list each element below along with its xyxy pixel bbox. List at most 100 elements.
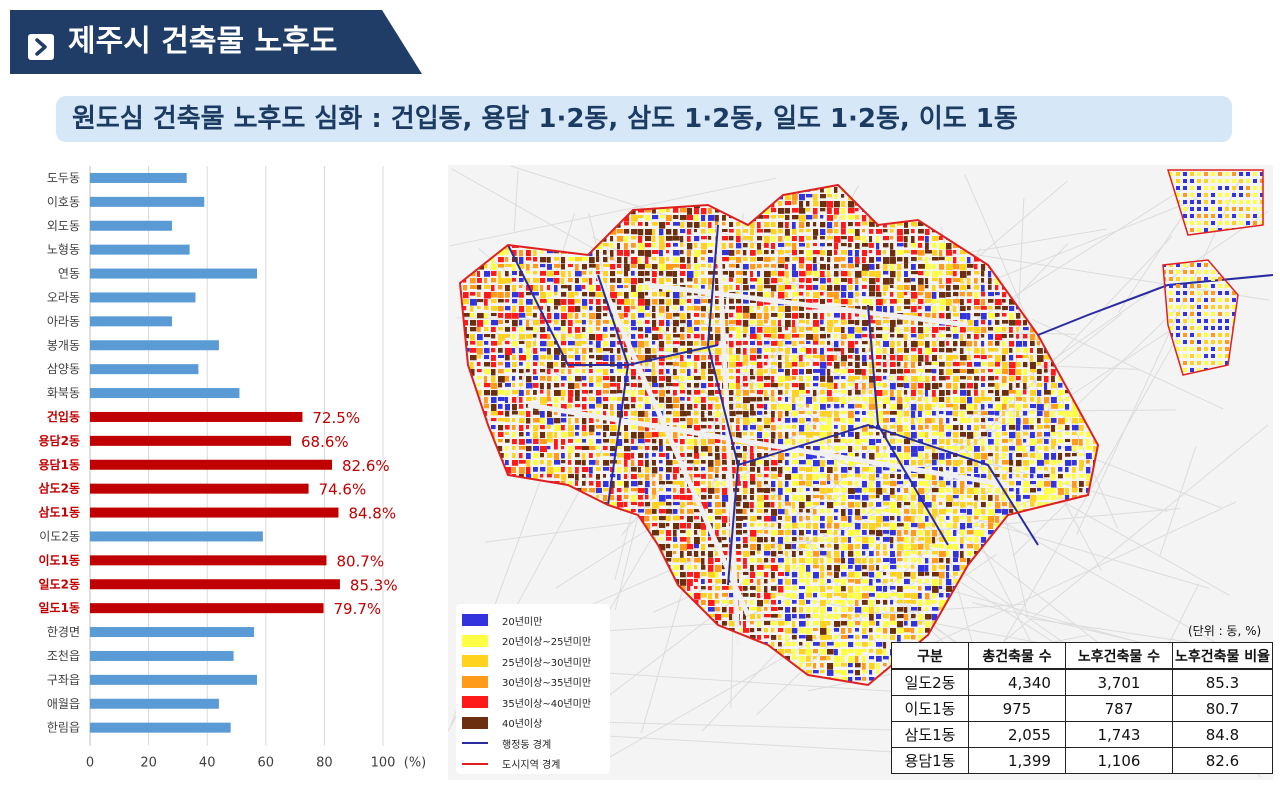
building-block [974, 509, 981, 516]
building-block [960, 194, 966, 199]
building-block [673, 509, 678, 514]
building-block [757, 376, 764, 382]
building-block [568, 320, 573, 327]
building-block [652, 299, 658, 305]
building-block [799, 264, 804, 269]
building-block [1079, 236, 1085, 240]
building-block [813, 376, 819, 381]
building-block [526, 201, 530, 208]
building-block [869, 397, 876, 404]
building-block [568, 334, 573, 338]
building-block [715, 201, 722, 206]
building-block [785, 523, 791, 529]
building-block [1093, 187, 1097, 194]
building-block [722, 516, 728, 523]
building-block [827, 411, 832, 418]
street-line [1014, 330, 1170, 433]
building-block [1030, 467, 1036, 474]
building-block [582, 383, 587, 387]
building-block [757, 474, 762, 478]
building-block [820, 222, 826, 228]
building-block [1044, 495, 1050, 500]
building-block [687, 313, 691, 319]
building-block [813, 432, 820, 436]
building-block [960, 530, 965, 536]
building-block [995, 222, 1001, 228]
building-block [834, 523, 840, 529]
building-block [918, 306, 922, 310]
building-block [1030, 481, 1037, 485]
building-block [1065, 229, 1072, 233]
building-block [1030, 446, 1035, 452]
building-block [883, 236, 890, 241]
building-block [904, 292, 908, 296]
building-block [1016, 334, 1020, 339]
building-block [855, 425, 859, 429]
building-block [512, 523, 519, 527]
building-block [939, 488, 945, 493]
building-block [1058, 320, 1064, 325]
building-block [491, 390, 498, 396]
building-block [757, 306, 761, 310]
building-block [988, 306, 993, 310]
building-block [491, 516, 496, 520]
building-block [624, 474, 628, 479]
building-block [1023, 467, 1030, 471]
building-block [862, 292, 866, 297]
building-block [1037, 425, 1043, 430]
building-block [547, 439, 554, 443]
building-block [1100, 355, 1107, 359]
building-block [883, 446, 887, 450]
building-block [554, 453, 560, 460]
building-block [505, 292, 510, 298]
bar [90, 244, 190, 255]
building-block [456, 348, 460, 353]
building-block [561, 313, 568, 320]
building-block [729, 327, 736, 331]
building-block [883, 383, 887, 388]
building-block [1023, 292, 1027, 299]
building-block [519, 229, 524, 236]
building-block [575, 313, 579, 319]
data-label: 82.6% [342, 457, 390, 475]
building-block [869, 229, 874, 234]
building-block [1100, 257, 1106, 262]
building-block [666, 397, 672, 403]
building-block [687, 523, 691, 529]
building-block [911, 285, 916, 291]
building-block [974, 236, 981, 242]
building-block [1100, 194, 1107, 199]
building-block [939, 439, 945, 444]
building-block [477, 299, 484, 303]
building-block [491, 278, 497, 283]
building-block [617, 194, 623, 201]
building-block [1079, 257, 1086, 261]
building-block [1016, 446, 1023, 452]
building-block [1037, 383, 1043, 387]
building-block [652, 432, 659, 438]
building-block [778, 467, 783, 474]
building-block [603, 439, 609, 443]
building-block [834, 187, 838, 193]
building-block [470, 187, 476, 193]
building-block [771, 432, 776, 439]
building-block [659, 376, 666, 381]
building-block [995, 215, 1002, 220]
building-block [1072, 369, 1079, 374]
building-block [778, 271, 785, 277]
building-block [659, 341, 665, 348]
building-block [953, 446, 959, 451]
building-block [953, 481, 957, 488]
building-block [750, 327, 756, 334]
building-block [715, 467, 719, 474]
building-block [736, 194, 743, 200]
building-block [463, 390, 469, 395]
building-block [981, 299, 986, 306]
building-block [953, 495, 959, 499]
building-block [519, 327, 524, 333]
building-block [911, 236, 915, 243]
bar [90, 674, 258, 685]
building-block [897, 397, 903, 404]
building-block [862, 446, 868, 450]
building-block [1009, 187, 1015, 191]
